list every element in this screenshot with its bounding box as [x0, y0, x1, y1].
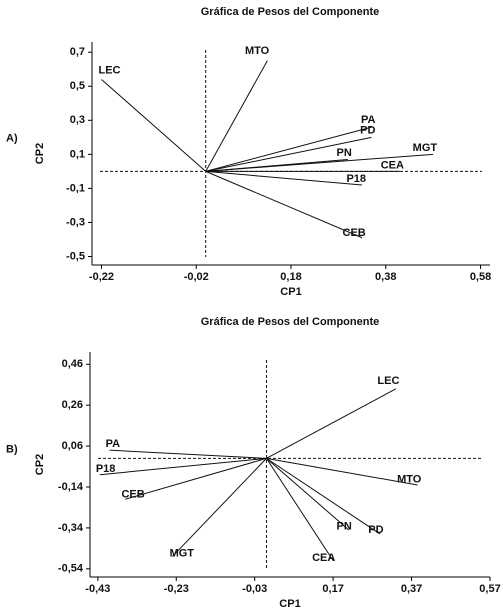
chart-title: Gráfica de Pesos del Componente: [201, 6, 380, 18]
loading-vector: [205, 170, 363, 186]
loading-vector: [205, 126, 372, 172]
x-tick-label: 0,37: [401, 583, 422, 595]
panel-label: B): [6, 443, 18, 455]
vector-label: CEA: [381, 159, 404, 171]
x-tick-label: 0,18: [280, 271, 301, 283]
y-tick-label: -0,14: [58, 481, 84, 493]
loading-vector: [266, 457, 418, 486]
y-axis-label: CP2: [34, 454, 46, 475]
x-tick-label: -0,23: [164, 583, 189, 595]
vector-label: PN: [337, 147, 352, 159]
vector-label: PA: [361, 114, 376, 126]
loading-vector: [109, 449, 267, 459]
x-axis-label: CP1: [280, 286, 301, 298]
x-tick-label: -0,22: [89, 271, 114, 283]
x-tick-label: 0,38: [375, 271, 396, 283]
loading-vector: [266, 457, 381, 535]
vector-label: LEC: [377, 375, 399, 387]
loading-vector: [266, 457, 350, 531]
vector-label: PD: [368, 524, 383, 536]
y-tick-label: 0,06: [62, 440, 83, 452]
vector-label: LEC: [98, 65, 120, 77]
vector-label: P18: [346, 173, 366, 185]
y-tick-label: -0,3: [66, 216, 85, 228]
x-axis-label: CP1: [279, 598, 300, 610]
vector-label: MTO: [397, 474, 422, 486]
y-axis-label: CP2: [34, 143, 46, 164]
y-tick-label: -0,34: [58, 522, 84, 534]
loading-vector: [101, 79, 207, 172]
vector-label: PN: [337, 520, 352, 532]
y-tick-label: 0,1: [70, 148, 85, 160]
vector-label: P18: [96, 463, 116, 475]
loading-vector: [99, 457, 267, 476]
panel-label: A): [6, 132, 18, 144]
x-tick-label: 0,58: [470, 271, 491, 283]
loading-vector: [266, 388, 397, 459]
x-tick-label: -0,02: [184, 271, 209, 283]
y-tick-label: 0,7: [70, 46, 85, 58]
vector-label: CEA: [312, 552, 335, 564]
x-tick-label: -0,03: [242, 583, 267, 595]
y-tick-label: 0,3: [70, 114, 85, 126]
vector-label: CEB: [121, 488, 144, 500]
loading-vector: [171, 458, 267, 557]
chart-title: Gráfica de Pesos del Componente: [201, 316, 380, 328]
vector-label: MGT: [413, 142, 438, 154]
loading-vector: [266, 458, 334, 561]
loading-vector: [205, 136, 372, 172]
y-tick-label: 0,26: [62, 399, 83, 411]
vector-label: MTO: [245, 45, 270, 57]
vector-label: PD: [360, 124, 375, 136]
y-tick-label: -0,54: [58, 563, 84, 575]
vector-label: PA: [106, 438, 121, 450]
loading-vector: [125, 457, 267, 500]
loading-vector: [205, 170, 363, 239]
y-tick-label: 0,46: [62, 358, 83, 370]
x-tick-label: 0,57: [479, 583, 500, 595]
loading-vector: [205, 60, 268, 172]
vector-label: MGT: [170, 547, 195, 559]
y-tick-label: -0,5: [66, 250, 85, 262]
vector-label: CEB: [343, 227, 366, 239]
y-tick-label: -0,1: [66, 182, 85, 194]
x-tick-label: 0,17: [322, 583, 343, 595]
loading-vector: [205, 158, 348, 172]
y-tick-label: 0,5: [70, 80, 85, 92]
x-tick-label: -0,43: [85, 583, 110, 595]
